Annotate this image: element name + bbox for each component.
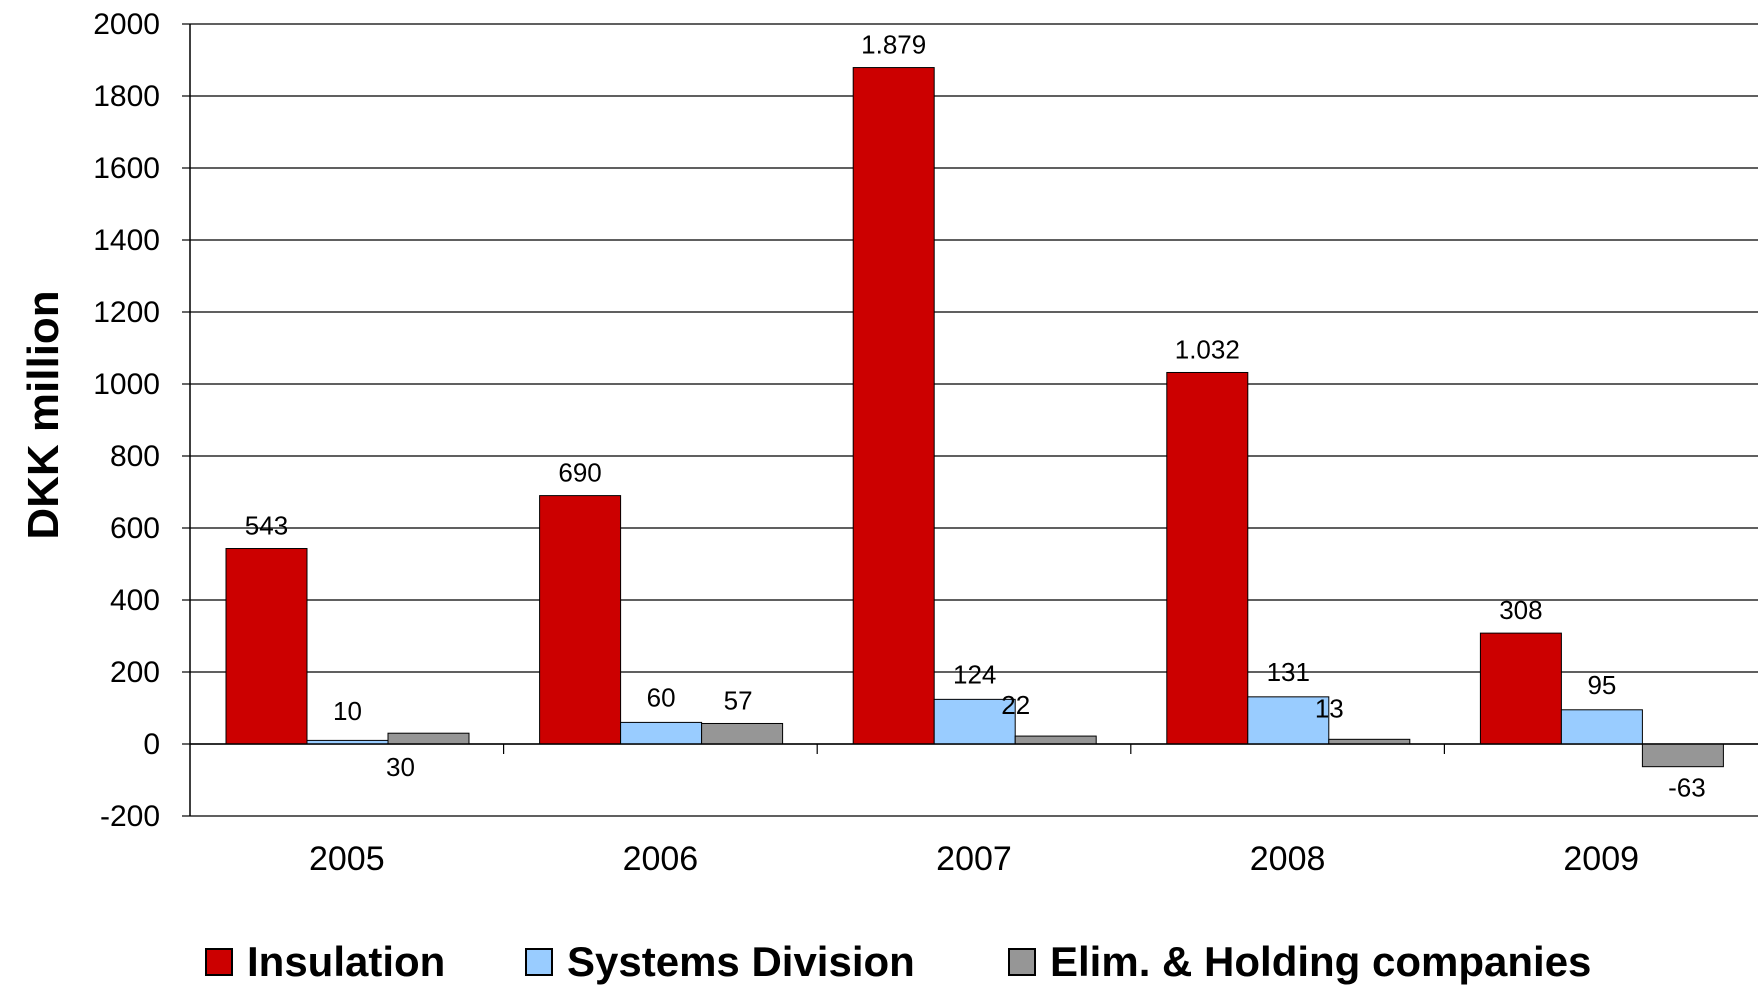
data-label: 543	[245, 511, 288, 541]
bar	[1247, 696, 1330, 745]
legend-swatch-elim-holding	[1008, 948, 1036, 976]
y-tick-label: 1600	[93, 152, 160, 185]
legend-item-elim-holding[interactable]: Elim. & Holding companies	[1008, 936, 1591, 988]
x-category-label: 2005	[309, 840, 385, 878]
data-label: 690	[558, 458, 601, 488]
bar	[1014, 735, 1097, 745]
y-tick-label: 800	[110, 440, 160, 473]
bar	[225, 548, 308, 745]
bar	[387, 732, 470, 745]
axes	[189, 24, 1758, 816]
y-tick-label: 1000	[93, 368, 160, 401]
x-category-label: 2008	[1250, 840, 1326, 878]
legend-label: Systems Division	[567, 938, 915, 985]
data-label: 131	[1267, 657, 1310, 687]
data-label: 30	[386, 752, 415, 782]
bars	[225, 67, 1724, 768]
data-label: 57	[724, 685, 753, 715]
data-label: 10	[333, 696, 362, 726]
legend-swatch-systems-division	[525, 948, 553, 976]
y-tick-label: 600	[110, 512, 160, 545]
x-axis-categories: 2005 2006 2007 2008 2009	[309, 840, 1639, 878]
data-label: 22	[1001, 690, 1030, 720]
y-axis-ticks: -200 0 200 400 600 800 1000 1200 1400 1600 1800 200…	[93, 8, 190, 833]
x-category-label: 2009	[1563, 840, 1639, 878]
y-tick-label: 2000	[93, 8, 160, 41]
bar	[620, 721, 703, 745]
y-tick-label: 200	[110, 656, 160, 689]
y-tick-label: 1400	[93, 224, 160, 257]
bar	[701, 722, 784, 745]
legend-item-systems-division[interactable]: Systems Division	[525, 936, 915, 988]
y-tick-label: 1800	[93, 80, 160, 113]
x-category-label: 2007	[936, 840, 1012, 878]
y-axis-title: DKK million	[19, 290, 68, 539]
data-label: 13	[1315, 693, 1344, 723]
y-tick-label: 400	[110, 584, 160, 617]
data-label: 1.032	[1175, 334, 1240, 364]
bar	[1166, 371, 1249, 745]
data-label: 308	[1499, 595, 1542, 625]
bar	[539, 495, 622, 745]
y-tick-label: -200	[100, 800, 160, 833]
bar	[852, 67, 935, 745]
data-label: 124	[953, 659, 996, 689]
legend-label: Insulation	[247, 938, 446, 985]
data-label: -63	[1668, 773, 1706, 803]
legend-swatch-insulation	[205, 948, 233, 976]
data-label: 60	[647, 682, 676, 712]
legend-item-insulation[interactable]: Insulation	[205, 936, 445, 988]
bar	[1560, 709, 1643, 745]
y-tick-label: 0	[143, 728, 160, 761]
legend-label: Elim. & Holding companies	[1050, 938, 1592, 985]
chart: -200 0 200 400 600 800 1000 1200 1400 1600 1800 200…	[19, 8, 1758, 878]
x-category-label: 2006	[623, 840, 699, 878]
y-tick-label: 1200	[93, 296, 160, 329]
data-label: 1.879	[861, 30, 926, 60]
bar	[1641, 743, 1724, 768]
data-label: 95	[1587, 670, 1616, 700]
legend: Insulation Systems Division Elim. & Hold…	[0, 936, 1758, 988]
bar	[1479, 632, 1562, 745]
